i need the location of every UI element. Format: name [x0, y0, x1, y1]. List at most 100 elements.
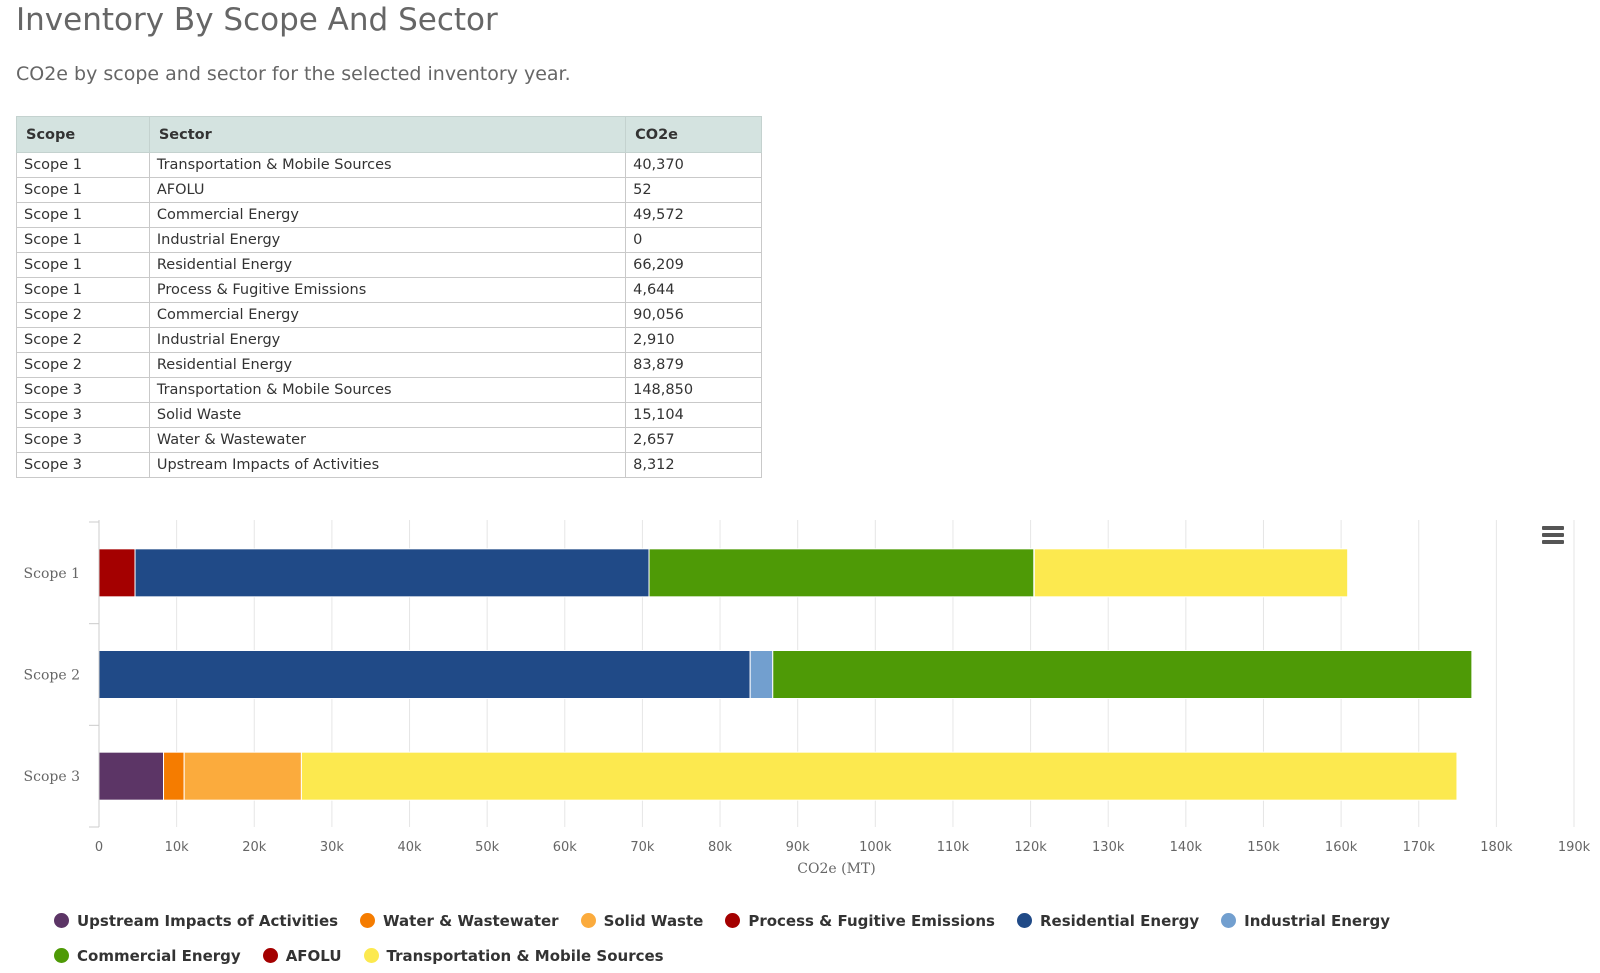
- column-header-scope: Scope: [16, 116, 150, 153]
- chart-menu-button[interactable]: [1542, 526, 1566, 548]
- inventory-table: Scope Sector CO2e Scope 1 Transportation …: [16, 116, 762, 478]
- legend-item[interactable]: Process & Fugitive Emissions: [725, 910, 995, 931]
- cell-co2e: 90,056: [625, 302, 762, 328]
- stacked-bar-chart: Process & Fugitive EmissionsResidential …: [24, 520, 1591, 877]
- table-row: Scope 3 Upstream Impacts of Activities 8,3…: [16, 452, 762, 478]
- table-row: Scope 3 Water & Wastewater 2,657: [16, 427, 762, 453]
- legend-item[interactable]: Industrial Energy: [1221, 910, 1390, 931]
- cell-scope: Scope 3: [16, 427, 150, 453]
- x-tick-label: 50k: [475, 840, 500, 855]
- legend-dot-icon: [363, 948, 379, 963]
- bar-segment[interactable]: Commercial Energy: [648, 548, 1035, 598]
- x-tick-label: 150k: [1247, 840, 1280, 855]
- cell-sector: Water & Wastewater: [148, 427, 627, 453]
- cell-co2e: 2,657: [625, 427, 762, 453]
- cell-sector: Residential Energy: [148, 252, 627, 278]
- legend-label: Commercial Energy: [77, 946, 241, 965]
- x-axis-title: CO2e (MT): [797, 861, 875, 877]
- legend-item[interactable]: Transportation & Mobile Sources: [363, 945, 664, 966]
- x-tick-label: 0: [95, 840, 103, 855]
- cell-scope: Scope 3: [16, 402, 150, 428]
- x-tick-label: 20k: [242, 840, 267, 855]
- cell-scope: Scope 2: [16, 352, 150, 378]
- cell-sector: Solid Waste: [148, 402, 627, 428]
- bar-segment[interactable]: Transportation & Mobile Sources: [300, 751, 1458, 801]
- cell-sector: Transportation & Mobile Sources: [148, 377, 627, 403]
- chart-axes: 0 10k 20k 30k 40k 50k 60k 70k 80k 90k 100k 110k 120k…: [24, 520, 1591, 877]
- table-row: Scope 3 Transportation & Mobile Sources 14…: [16, 377, 762, 403]
- bar-segment[interactable]: Water & Wastewater: [163, 751, 185, 801]
- legend-dot-icon: [262, 948, 278, 963]
- cell-sector: Residential Energy: [148, 352, 627, 378]
- cell-scope: Scope 1: [16, 202, 150, 228]
- x-tick-label: 70k: [630, 840, 655, 855]
- cell-scope: Scope 1: [16, 227, 150, 253]
- table-row: Scope 1 Process & Fugitive Emissions 4,644: [16, 277, 762, 303]
- hamburger-menu-icon: [1542, 526, 1564, 530]
- cell-co2e: 52: [625, 177, 762, 203]
- y-category-label: Scope 2: [24, 668, 80, 684]
- cell-sector: Commercial Energy: [148, 202, 627, 228]
- x-tick-label: 130k: [1092, 840, 1125, 855]
- cell-co2e: 15,104: [625, 402, 762, 428]
- legend-dot-icon: [360, 913, 376, 928]
- bar-segment[interactable]: Commercial Energy: [772, 650, 1473, 699]
- x-tick-label: 60k: [553, 840, 578, 855]
- cell-scope: Scope 2: [16, 302, 150, 328]
- y-category-label: Scope 3: [24, 769, 80, 785]
- cell-sector: Transportation & Mobile Sources: [148, 152, 627, 178]
- cell-sector: Industrial Energy: [148, 227, 627, 253]
- hamburger-menu-icon-line: [1542, 540, 1564, 544]
- legend-dot-icon: [725, 913, 741, 928]
- cell-co2e: 0: [625, 227, 762, 253]
- bar-segment[interactable]: Residential Energy: [98, 650, 751, 699]
- legend-label: Residential Energy: [1039, 911, 1200, 930]
- cell-co2e: 2,910: [625, 327, 762, 353]
- bar-segment[interactable]: Industrial Energy: [749, 650, 774, 699]
- legend-label: Transportation & Mobile Sources: [386, 946, 664, 965]
- cell-sector: AFOLU: [148, 177, 627, 203]
- cell-scope: Scope 3: [16, 452, 150, 478]
- legend-dot-icon: [580, 913, 596, 928]
- cell-sector: Upstream Impacts of Activities: [148, 452, 627, 478]
- bar-segment[interactable]: Upstream Impacts of Activities: [98, 751, 165, 801]
- table-row: Scope 1 Commercial Energy 49,572: [16, 202, 762, 228]
- x-tick-label: 180k: [1480, 840, 1513, 855]
- legend-item[interactable]: Water & Wastewater: [360, 910, 559, 931]
- cell-sector: Process & Fugitive Emissions: [148, 277, 627, 303]
- legend-label: Industrial Energy: [1244, 911, 1390, 930]
- bar-segment[interactable]: Process & Fugitive Emissions: [98, 548, 136, 598]
- table-row: Scope 2 Residential Energy 83,879: [16, 352, 762, 378]
- legend-item[interactable]: AFOLU: [262, 945, 342, 966]
- column-header-co2e: CO2e: [625, 116, 762, 153]
- legend-dot-icon: [1221, 913, 1237, 928]
- cell-co2e: 4,644: [625, 277, 762, 303]
- legend-label: Process & Fugitive Emissions: [748, 911, 995, 930]
- x-tick-label: 110k: [937, 840, 970, 855]
- table-row: Scope 1 Industrial Energy 0: [16, 227, 762, 253]
- x-tick-label: 140k: [1170, 840, 1203, 855]
- bar-segment[interactable]: Solid Waste: [183, 751, 302, 801]
- table-header-row: Scope Sector CO2e: [16, 116, 762, 153]
- legend-item[interactable]: Commercial Energy: [54, 945, 241, 966]
- page-subtitle: CO2e by scope and sector for the selecte…: [16, 63, 571, 85]
- x-tick-label: 120k: [1014, 840, 1047, 855]
- legend-dot-icon: [1016, 913, 1032, 928]
- x-tick-label: 80k: [708, 840, 733, 855]
- table-row: Scope 3 Solid Waste 15,104: [16, 402, 762, 428]
- cell-scope: Scope 1: [16, 277, 150, 303]
- legend-label: Upstream Impacts of Activities: [77, 911, 339, 930]
- cell-sector: Industrial Energy: [148, 327, 627, 353]
- table-row: Scope 1 AFOLU 52: [16, 177, 762, 203]
- legend-dot-icon: [54, 948, 69, 963]
- bar-segment[interactable]: Residential Energy: [134, 548, 650, 598]
- x-tick-label: 10k: [165, 840, 190, 855]
- hamburger-menu-icon-line: [1542, 533, 1564, 537]
- legend-item[interactable]: Solid Waste: [580, 910, 703, 931]
- bar-segment[interactable]: Transportation & Mobile Sources: [1033, 548, 1349, 598]
- x-tick-label: 30k: [320, 840, 345, 855]
- legend-item[interactable]: Residential Energy: [1016, 910, 1200, 931]
- legend-item[interactable]: Upstream Impacts of Activities: [54, 910, 338, 931]
- cell-co2e: 40,370: [625, 152, 762, 178]
- cell-co2e: 83,879: [625, 352, 762, 378]
